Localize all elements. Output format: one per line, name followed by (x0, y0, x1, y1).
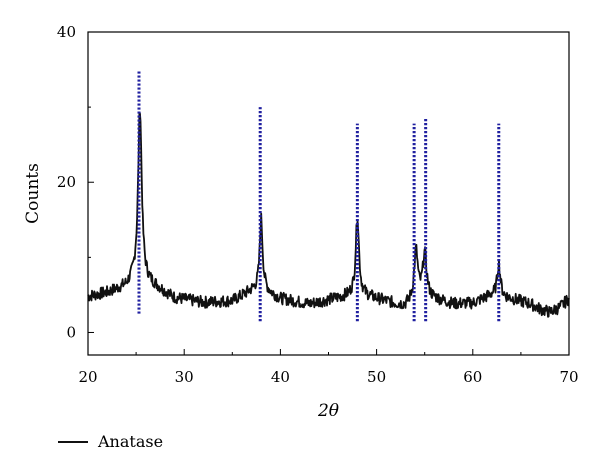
plot-frame (87, 31, 570, 356)
x-tick-label: 60 (463, 368, 482, 386)
legend-label-anatase: Anatase (98, 432, 164, 451)
x-tick-label: 30 (175, 368, 194, 386)
x-axis-title: 2θ (317, 401, 339, 421)
x-tick-label: 20 (78, 368, 97, 386)
y-tick-label: 0 (66, 323, 76, 341)
series-line-anatase (87, 112, 570, 318)
legend: Anatase (58, 432, 163, 451)
plot-area (87, 71, 570, 322)
x-tick-label: 70 (559, 368, 578, 386)
y-tick-label: 40 (57, 23, 76, 41)
y-axis: 0 20 40 (57, 23, 94, 341)
x-tick-label: 40 (271, 368, 290, 386)
y-tick-label: 20 (57, 173, 76, 191)
x-axis: 20 30 40 50 60 70 (78, 349, 579, 386)
y-axis-title: Counts (23, 163, 43, 224)
x-tick-label: 50 (367, 368, 386, 386)
reference-lines (137, 71, 501, 322)
legend-swatch-anatase (58, 440, 88, 443)
